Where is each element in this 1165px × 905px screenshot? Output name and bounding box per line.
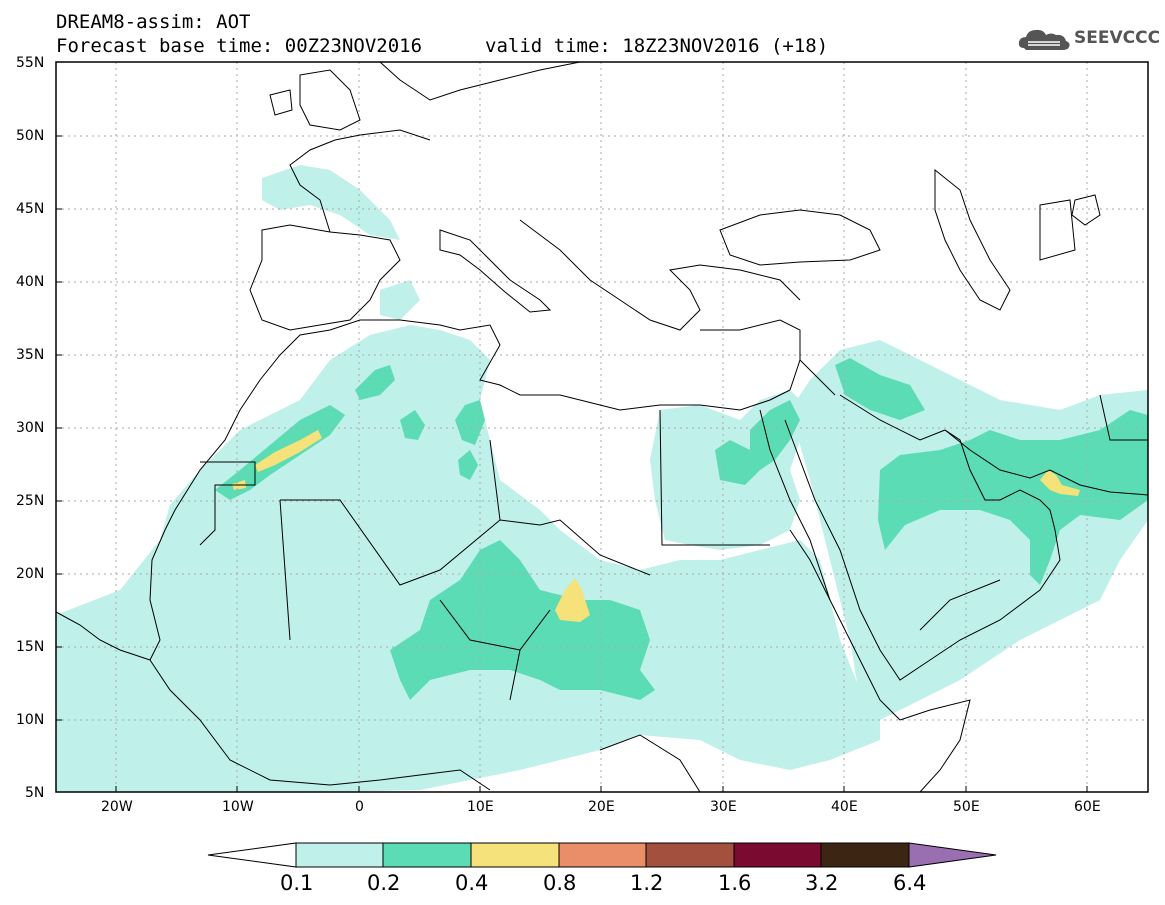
aot-region-iraq-green (835, 358, 925, 420)
aot-region-algeria-green2 (455, 400, 485, 445)
grid-lines (56, 62, 1148, 792)
lat-label-5n: 5N (25, 785, 45, 801)
colorbar-swatch-3 (470, 842, 560, 868)
lat-label-45n: 45N (16, 201, 45, 217)
lon-label-60e: 60E (1074, 799, 1101, 815)
lon-label-30e: 30E (710, 799, 737, 815)
colorbar-label-0-2: 0.2 (367, 871, 401, 895)
colorbar-high-arrow (908, 842, 997, 868)
lon-label-10w: 10W (222, 799, 254, 815)
logo-text: SEEVCCC (1074, 28, 1161, 48)
colorbar-label-1-2: 1.2 (630, 871, 664, 895)
colorbar-label-0-8: 0.8 (543, 871, 577, 895)
colorbar-swatch-4 (558, 842, 647, 868)
lat-label-30n: 30N (16, 420, 45, 436)
lat-label-40n: 40N (16, 274, 45, 290)
colorbar-label-6-4: 6.4 (893, 871, 927, 895)
aot-region-sahara-light (56, 325, 880, 792)
colorbar-label-1-6: 1.6 (718, 871, 752, 895)
colorbar-swatch-5 (645, 842, 735, 868)
colorbar-swatch-2 (382, 842, 472, 868)
lat-label-20n: 20N (16, 566, 45, 582)
lat-label-35n: 35N (16, 347, 45, 363)
coastlines-borders (56, 62, 1148, 792)
colorbar-swatch-1 (295, 842, 384, 868)
aot-region-biscay-light (262, 165, 400, 240)
forecast-base-time: Forecast base time: 00Z23NOV2016 (56, 35, 423, 57)
colorbar-swatch-7 (820, 842, 910, 868)
cloud-logo-icon (1018, 29, 1070, 50)
aot-region-algeria-green3 (458, 450, 478, 480)
lat-label-25n: 25N (16, 493, 45, 509)
lon-label-20w: 20W (101, 799, 133, 815)
lon-label-0: 0 (355, 799, 364, 815)
aot-fill-layer (56, 165, 1148, 792)
map-frame (55, 61, 1149, 793)
aot-region-sahel-green (390, 540, 655, 700)
lat-label-55n: 55N (16, 55, 45, 71)
aot-region-chad-yellow (555, 578, 590, 622)
aot-region-iberia-light (380, 280, 420, 320)
tick-marks (56, 135, 1088, 792)
colorbar-label-0-1: 0.1 (280, 871, 314, 895)
aot-region-algeria-green1 (400, 410, 425, 440)
lat-label-15n: 15N (16, 639, 45, 655)
aot-region-atlas-green (355, 365, 395, 400)
valid-time: valid time: 18Z23NOV2016 (+18) (485, 35, 829, 57)
aot-region-gulf-green (878, 410, 1148, 585)
aot-region-redsea-green (750, 400, 800, 470)
colorbar (207, 842, 997, 868)
aot-region-morocco-yellow (255, 430, 322, 472)
lon-label-10e: 10E (467, 799, 494, 815)
colorbar-label-0-4: 0.4 (455, 871, 489, 895)
lat-label-10n: 10N (16, 712, 45, 728)
seevccc-logo: SEEVCCC (1016, 24, 1160, 54)
colorbar-low-arrow (207, 842, 297, 868)
colorbar-label-3-2: 3.2 (805, 871, 839, 895)
lon-label-50e: 50E (953, 799, 980, 815)
colorbar-swatch-6 (733, 842, 822, 868)
lon-label-20e: 20E (588, 799, 615, 815)
aot-region-oman-yellow (1040, 470, 1080, 496)
aot-region-nile-green (715, 440, 760, 485)
map-title: DREAM8-assim: AOT (56, 11, 251, 33)
lat-label-50n: 50N (16, 128, 45, 144)
lon-label-40e: 40E (831, 799, 858, 815)
aot-region-arabia-light (790, 340, 1148, 720)
